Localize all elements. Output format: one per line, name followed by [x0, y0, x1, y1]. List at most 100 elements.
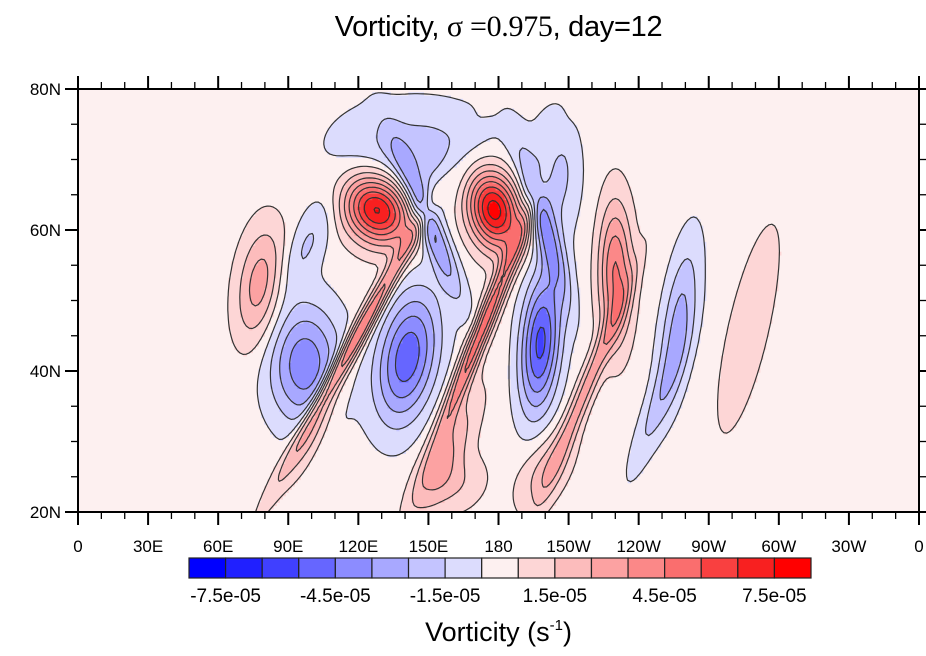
- contour-fill-cell: [588, 398, 596, 402]
- contour-fill-cell: [276, 254, 283, 259]
- contour-fill-cell: [330, 320, 349, 324]
- contour-fill-cell: [519, 326, 524, 331]
- contour-fill-cell: [414, 238, 418, 243]
- contour-fill-cell: [282, 352, 292, 357]
- contour-fill-cell: [462, 482, 488, 487]
- contour-fill-cell: [534, 271, 542, 276]
- contour-fill-cell: [444, 290, 461, 295]
- contour-fill-cell: [420, 459, 428, 464]
- contour-fill-cell: [510, 391, 521, 396]
- contour-fill-cell: [564, 466, 575, 471]
- contour-fill-cell: [597, 381, 605, 386]
- contour-fill-cell: [495, 271, 500, 276]
- contour-fill-cell: [381, 385, 391, 389]
- contour-fill-cell: [600, 316, 605, 321]
- contour-fill-cell: [528, 417, 542, 422]
- contour-fill-cell: [417, 359, 428, 363]
- contour-fill-cell: [369, 323, 373, 328]
- contour-fill-cell: [555, 359, 563, 363]
- contour-fill-cell: [516, 339, 524, 344]
- contour-fill-cell: [564, 293, 572, 298]
- contour-fill-cell: [621, 307, 626, 311]
- contour-fill-cell: [663, 372, 677, 376]
- contour-fill-cell: [576, 417, 584, 422]
- contour-fill-cell: [630, 235, 644, 240]
- contour-fill-cell: [492, 313, 497, 318]
- contour-fill-cell: [687, 303, 695, 308]
- contour-fill-cell: [441, 333, 458, 337]
- contour-fill-cell: [507, 248, 518, 253]
- contour-fill-cell: [546, 437, 557, 442]
- contour-fill-cell: [510, 284, 515, 289]
- contour-fill-cell: [258, 394, 274, 399]
- contour-fill-cell: [624, 258, 632, 263]
- contour-fill-cell: [564, 456, 569, 461]
- contour-fill-cell: [441, 352, 452, 357]
- contour-fill-cell: [726, 333, 770, 337]
- contour-fill-cell: [525, 235, 530, 240]
- contour-fill-cell: [465, 466, 488, 471]
- contour-fill-cell: [660, 352, 668, 357]
- contour-fill-cell: [513, 424, 548, 428]
- contour-fill-cell: [276, 398, 292, 402]
- contour-fill-cell: [600, 238, 605, 243]
- contour-fill-cell: [327, 352, 334, 357]
- contour-fill-cell: [387, 313, 397, 318]
- contour-fill-cell: [627, 310, 632, 315]
- contour-fill-cell: [471, 238, 479, 243]
- contour-fill-cell: [522, 280, 533, 285]
- contour-fill-cell: [522, 307, 530, 311]
- contour-fill-cell: [600, 339, 605, 344]
- contour-fill-cell: [558, 440, 572, 445]
- contour-fill-cell: [249, 284, 268, 289]
- contour-fill-cell: [279, 365, 289, 370]
- contour-fill-cell: [567, 411, 575, 415]
- contour-fill-cell: [465, 446, 479, 451]
- contour-fill-cell: [531, 329, 539, 334]
- contour-fill-cell: [399, 209, 403, 214]
- contour-fill-cell: [624, 261, 632, 266]
- contour-fill-cell: [555, 222, 563, 227]
- contour-fill-cell: [453, 391, 461, 396]
- contour-fill-cell: [276, 261, 283, 266]
- contour-fill-cell: [480, 355, 488, 360]
- contour-fill-cell: [627, 287, 632, 292]
- contour-fill-cell: [603, 290, 608, 295]
- contour-fill-cell: [516, 427, 545, 432]
- contour-fill-cell: [426, 437, 431, 442]
- contour-fill-cell: [420, 261, 434, 266]
- contour-fill-cell: [390, 300, 397, 305]
- contour-fill-cell: [411, 492, 455, 497]
- contour-fill-cell: [549, 349, 554, 354]
- contour-fill-cell: [408, 212, 412, 217]
- contour-fill-cell: [585, 368, 590, 373]
- title-prefix: Vorticity,: [334, 11, 447, 43]
- contour-fill-cell: [432, 346, 443, 350]
- contour-fill-cell: [549, 482, 557, 487]
- contour-fill-cell: [555, 362, 563, 367]
- contour-fill-cell: [231, 267, 244, 272]
- contour-fill-cell: [552, 349, 560, 354]
- contour-fill-cell: [762, 228, 779, 233]
- contour-fill-cell: [510, 381, 518, 386]
- contour-fill-cell: [453, 394, 461, 399]
- contour-fill-cell: [537, 446, 551, 451]
- contour-fill-cell: [363, 313, 373, 318]
- contour-fill-cell: [372, 372, 382, 376]
- contour-fill-cell: [468, 417, 485, 422]
- contour-fill-cell: [720, 424, 737, 428]
- contour-fill-cell: [453, 404, 461, 409]
- contour-fill-cell: [555, 280, 566, 285]
- contour-fill-cell: [594, 222, 605, 227]
- contour-fill-cell: [558, 349, 566, 354]
- contour-fill-cell: [717, 407, 746, 412]
- contour-fill-cell: [369, 437, 419, 442]
- contour-fill-cell: [597, 271, 605, 276]
- contour-fill-cell: [561, 459, 569, 464]
- contour-fill-cell: [423, 251, 431, 256]
- contour-fill-cell: [561, 323, 569, 328]
- contour-fill-cell: [267, 424, 298, 428]
- contour-fill-cell: [468, 352, 476, 357]
- contour-fill-cell: [525, 342, 533, 347]
- contour-fill-cell: [594, 388, 602, 393]
